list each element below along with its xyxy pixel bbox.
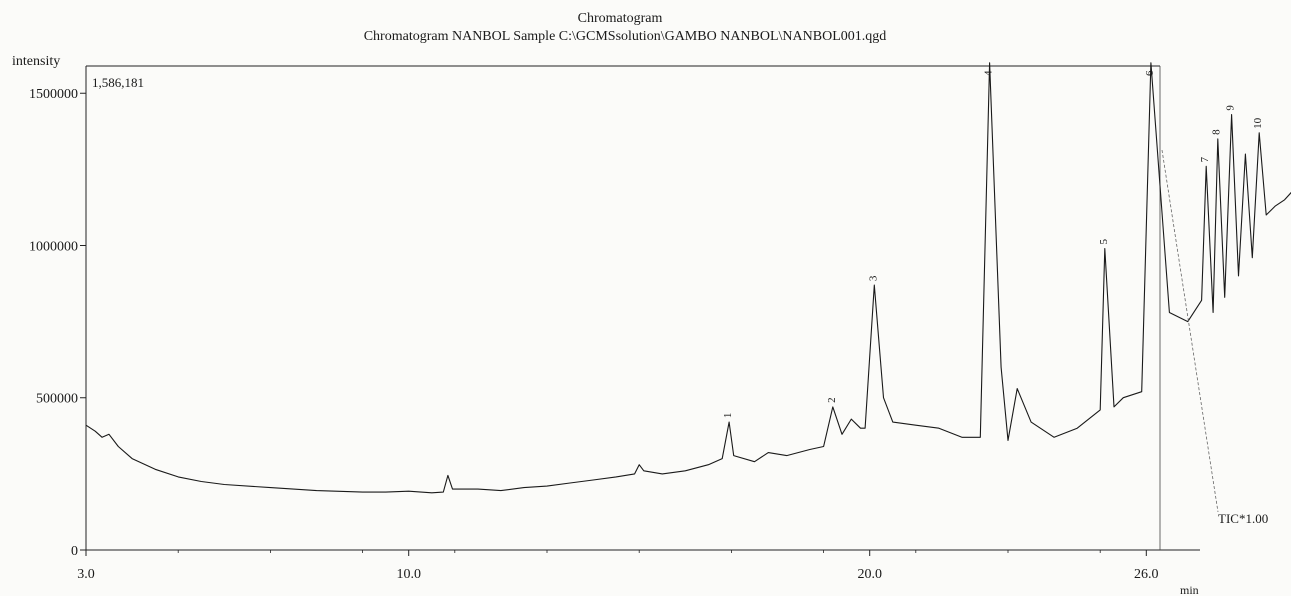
peak-label: 5: [1098, 239, 1110, 245]
x-axis-label: min: [1180, 583, 1199, 596]
y-axis-label: intensity: [12, 54, 60, 69]
peak-label: 7: [1199, 156, 1211, 162]
x-tick-label: 26.0: [1134, 567, 1159, 582]
peak-label: 3: [867, 275, 879, 281]
axis-ticks: 3.0 10.0 20.0 26.0 0 500000 1000000 1500000: [29, 87, 1159, 582]
y-tick-label: 0: [71, 544, 78, 559]
y-tick-label: 500000: [36, 392, 78, 407]
peak-label: 9: [1225, 105, 1237, 111]
peak-label: 4: [983, 70, 995, 76]
chart-subtitle: Chromatogram NANBOL Sample C:\GCMSsoluti…: [364, 29, 887, 44]
x-tick-label: 3.0: [77, 567, 95, 582]
trace-label-leader: [1161, 149, 1219, 513]
y-tick-label: 1000000: [29, 239, 78, 254]
peak-label: 2: [826, 397, 838, 403]
x-tick-label: 10.0: [396, 567, 421, 582]
axes: [85, 65, 1200, 551]
peak-label: 10: [1252, 117, 1264, 129]
tic-trace: [85, 62, 1291, 494]
peak-labels: 1 2 3 4 5 6 7 8 9 10: [722, 70, 1264, 418]
peak-label: 8: [1211, 129, 1223, 135]
x-tick-label: 20.0: [857, 567, 882, 582]
max-intensity-label: 1,586,181: [92, 75, 144, 90]
chart-title: Chromatogram: [578, 11, 663, 26]
peak-label: 1: [722, 413, 734, 419]
peak-label: 6: [1144, 70, 1156, 76]
trace-label: TIC*1.00: [1218, 511, 1268, 526]
tic-series-line: [85, 62, 1291, 494]
y-tick-label: 1500000: [29, 87, 78, 102]
